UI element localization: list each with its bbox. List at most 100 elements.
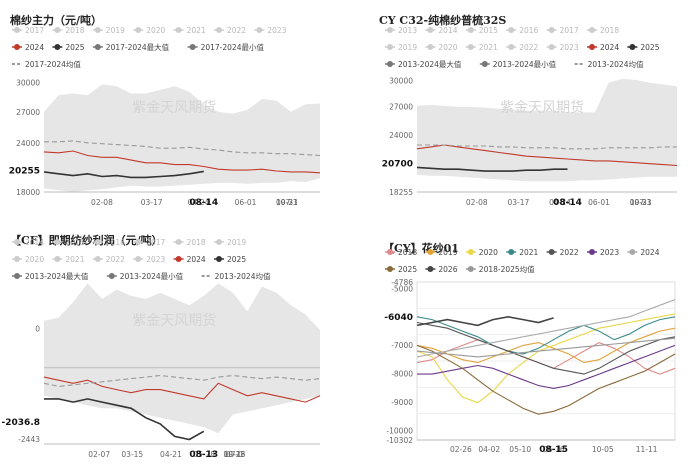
x-tick-label: 07- (281, 198, 294, 207)
x-tick-label: 03-15 (121, 450, 143, 459)
legend-label: 2021 (519, 248, 538, 257)
legend-label: 2019 (398, 43, 417, 52)
legend-label: 2024 (25, 43, 44, 52)
legend-item: 2020 (12, 255, 44, 264)
legend-swatch-dot (135, 27, 142, 33)
series-line-2024 (43, 150, 321, 174)
legend-label: 2017-2024最大值 (106, 42, 170, 52)
series-line-2018-2025均值 (416, 337, 676, 358)
x-tick-label: 06-01 (588, 198, 610, 207)
legend-swatch-dot (175, 27, 182, 33)
legend-swatch-dot (135, 239, 142, 245)
series-line-2013-2024均值 (417, 144, 677, 150)
latest-date-label: 08-15 (539, 445, 568, 455)
legend-item: 2025 (385, 265, 417, 274)
legend-label: 2017-2024最小值 (201, 42, 265, 52)
y-tick-label: 24000 (389, 131, 413, 140)
chart-title: 棉纱主力（元/吨） (10, 14, 103, 27)
legend-label: 2022 (519, 43, 538, 52)
legend-item: 2013 (385, 26, 417, 35)
y-tick-label: 24000 (16, 139, 40, 148)
legend-item: 2023 (546, 43, 579, 52)
legend-label: 2016 (519, 26, 538, 35)
legend-swatch-dot (629, 44, 636, 50)
legend-label: 2018 (187, 238, 206, 247)
series-line-2021 (416, 316, 676, 355)
legend-item: 2017-2024均值 (12, 59, 81, 69)
legend-item: 2019 (214, 238, 246, 247)
y-tick-label: -5000 (391, 284, 413, 293)
legend-label: 2019 (106, 26, 125, 35)
legend-item: 2024 (627, 248, 660, 257)
legend-swatch-dot (94, 27, 101, 33)
y-tick-label: 18000 (16, 188, 40, 197)
legend-label: 2022 (227, 26, 246, 35)
latest-value-label: -2036.8 (2, 418, 40, 428)
legend-item: 2013-2024最小值 (106, 271, 184, 281)
legend-swatch-dot (589, 27, 595, 33)
legend-label: 2024 (640, 248, 659, 257)
series-line-2025 (44, 398, 205, 441)
legend-swatch-dot (216, 256, 222, 262)
legend-swatch-dot (467, 44, 474, 50)
legend-swatch-dot (14, 27, 20, 33)
chart-panel-cotton-yarn-spread: 【CY】花纱01 2018 2019 2020 2021 2022 2023 2024 202… (345, 232, 691, 465)
legend-label: 2017 (146, 238, 165, 247)
legend-swatch-dot (14, 239, 20, 245)
legend-label: 2022 (560, 248, 579, 257)
legend-swatch-dot (467, 266, 474, 272)
legend-swatch-dot (508, 249, 515, 255)
legend-label: 2017 (560, 26, 579, 35)
latest-value-label: 20700 (382, 160, 413, 170)
legend-label: 2020 (146, 26, 165, 35)
legend-item: 2018 (385, 248, 417, 257)
legend-label: 2023 (146, 255, 165, 264)
legend-label: 2020 (25, 255, 44, 264)
legend-item: 2021 (506, 248, 539, 257)
legend-label: 2020 (438, 43, 457, 52)
legend-item: 2015 (52, 238, 85, 247)
legend-item: 2023 (254, 26, 287, 35)
watermark: 紫金天风期货 (132, 312, 216, 329)
watermark: 紫金天风期货 (500, 99, 584, 116)
y-tick-label: -8000 (391, 370, 413, 379)
legend-item: 2014 (12, 238, 44, 247)
y-tick-label: 0 (35, 324, 40, 333)
legend-label: 2023 (560, 43, 579, 52)
legend-item: 2019 (425, 248, 458, 257)
range-band (44, 84, 320, 192)
legend-swatch-dot (589, 44, 595, 50)
series-line-2022 (416, 321, 676, 375)
legend-label: 2021 (479, 43, 498, 52)
legend-label: 2013-2024最大值 (25, 271, 89, 281)
legend-item: 2020 (133, 26, 166, 35)
legend-item: 2021 (52, 255, 85, 264)
legend-label: 2019 (438, 248, 457, 257)
x-tick-label: 10-31 (630, 198, 652, 207)
y-tick-label: -7000 (391, 341, 413, 350)
x-tick-label: 03-17 (508, 198, 530, 207)
legend-swatch-dot (629, 249, 636, 255)
x-tick-label: 02-07 (88, 450, 110, 459)
x-tick-label: 02-26 (450, 445, 472, 454)
legend-swatch-dot (256, 27, 263, 33)
legend-swatch-dot (135, 256, 142, 262)
legend-swatch-dot (54, 44, 61, 50)
legend-item: 2024 (12, 43, 44, 52)
legend-swatch-dot (189, 44, 196, 50)
legend-item: 2022 (214, 26, 246, 35)
legend-item: 2016 (506, 26, 539, 35)
series-line-2024 (43, 376, 321, 403)
legend-label: 2025 (227, 255, 246, 264)
legend-item: 2021 (173, 26, 206, 35)
legend-label: 2014 (438, 26, 457, 35)
legend-item: 2025 (52, 43, 85, 52)
legend-swatch-dot (94, 256, 101, 262)
legend-item: 2025 (627, 43, 660, 52)
y-tick-label: 30000 (16, 79, 40, 88)
legend-swatch-dot (54, 256, 61, 262)
legend-label: 2013-2024均值 (215, 271, 271, 281)
legend-item: 2014 (425, 26, 458, 35)
legend-swatch-dot (508, 27, 515, 33)
legend-label: 2017-2024均值 (25, 59, 81, 69)
